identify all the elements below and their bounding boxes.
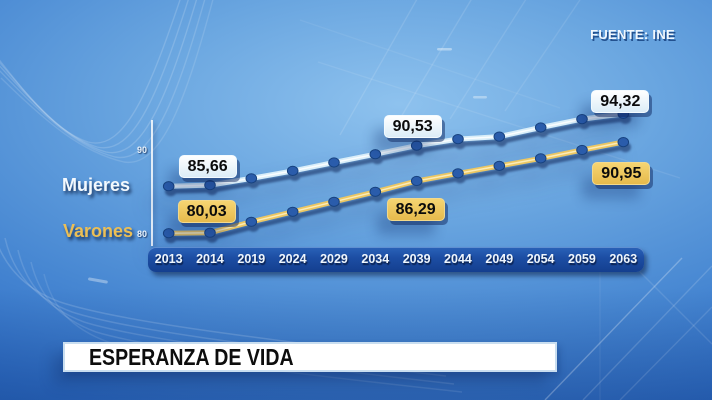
data-point-varones bbox=[534, 153, 547, 164]
data-point-mujeres bbox=[328, 157, 340, 168]
series-line-mujeres bbox=[162, 108, 630, 192]
value-callout-mujeres: 90,53 bbox=[383, 114, 442, 138]
y-axis-tick-80: 80 bbox=[136, 228, 147, 239]
y-axis-tick-90: 90 bbox=[136, 145, 147, 155]
data-point-varones bbox=[245, 216, 258, 227]
data-point-varones bbox=[576, 144, 588, 156]
data-point-mujeres bbox=[534, 122, 547, 133]
year-label: 2034 bbox=[361, 252, 390, 266]
year-label: 2024 bbox=[278, 252, 307, 266]
data-point-varones bbox=[617, 137, 630, 148]
year-label: 2063 bbox=[609, 252, 638, 266]
data-point-mujeres bbox=[204, 180, 216, 191]
data-point-mujeres bbox=[286, 165, 299, 176]
value-callout-mujeres: 85,66 bbox=[178, 155, 237, 179]
data-point-varones bbox=[452, 168, 464, 179]
value-callout-varones: 90,95 bbox=[592, 162, 651, 186]
data-point-mujeres bbox=[162, 181, 175, 192]
data-point-varones bbox=[410, 175, 423, 187]
year-label: 2019 bbox=[237, 252, 266, 266]
year-label: 2059 bbox=[568, 252, 596, 266]
year-label: 2029 bbox=[320, 252, 348, 266]
title-banner: ESPERANZA DE VIDA bbox=[63, 342, 557, 372]
value-callout-varones: 80,03 bbox=[177, 200, 236, 224]
x-axis-year-band: 2013 2014 2019 2024 2029 2034 2039 2044 2049 2054… bbox=[148, 247, 644, 272]
data-point-mujeres bbox=[369, 149, 382, 160]
value-callout-varones: 86,29 bbox=[386, 197, 445, 221]
data-point-mujeres bbox=[410, 140, 423, 151]
data-point-mujeres bbox=[245, 173, 258, 184]
data-point-varones bbox=[493, 160, 506, 171]
data-point-varones bbox=[328, 196, 340, 207]
source-label: FUENTE: INE bbox=[590, 27, 675, 42]
data-point-varones bbox=[162, 228, 175, 239]
year-label: 2044 bbox=[444, 252, 472, 266]
year-label: 2039 bbox=[402, 252, 431, 266]
data-point-varones bbox=[369, 186, 382, 197]
value-callout-mujeres: 94,32 bbox=[591, 89, 650, 113]
title-text: ESPERANZA DE VIDA bbox=[89, 343, 294, 370]
series-label-mujeres: Mujeres bbox=[62, 175, 131, 195]
data-point-varones bbox=[204, 227, 216, 238]
year-label: 2014 bbox=[196, 252, 224, 266]
data-point-mujeres bbox=[576, 114, 588, 125]
series-line-varones bbox=[162, 137, 630, 239]
data-point-varones bbox=[286, 206, 299, 217]
year-label: 2049 bbox=[485, 252, 514, 266]
series-label-varones: Varones bbox=[63, 221, 134, 241]
data-point-mujeres bbox=[452, 134, 464, 145]
data-point-mujeres bbox=[493, 131, 506, 142]
year-label: 2013 bbox=[154, 252, 183, 266]
year-label: 2054 bbox=[526, 252, 555, 266]
